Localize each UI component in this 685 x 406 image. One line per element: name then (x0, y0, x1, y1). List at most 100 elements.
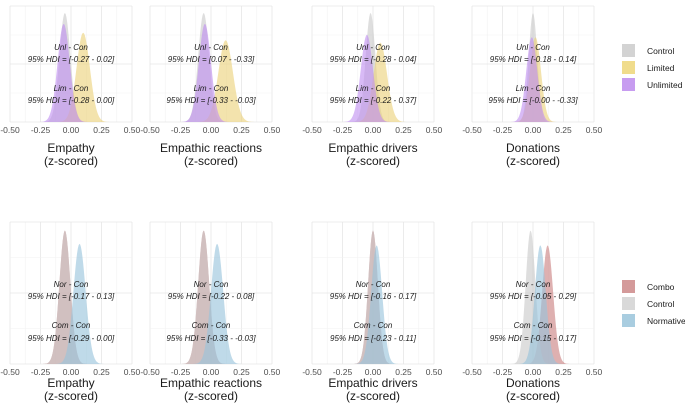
legend-entry: Control (647, 299, 675, 309)
hdi-label: 95% HDI = [-0.16 - 0.17] (330, 292, 417, 301)
contrast-label: Unl - Con (356, 43, 390, 52)
panel-1-0: -0.50 -0.25 0.00 0.25 0.50 Empathy(z-scored) N… (0, 221, 141, 403)
x-tick-label: 0.25 (93, 125, 110, 135)
hdi-label: 95% HDI = [-0.28 - 0.00] (28, 96, 115, 105)
x-axis-label-units: (z-scored) (346, 389, 400, 403)
contrast-label: Nor - Con (356, 280, 391, 289)
hdi-label: 95% HDI = [-0.00 - -0.33] (488, 96, 578, 105)
x-tick-label: -0.50 (0, 125, 20, 135)
x-axis-label: Empathic reactions (160, 141, 262, 155)
legend-0: Control Limited Unlimited (622, 44, 683, 91)
density-unlimited (312, 34, 434, 122)
x-tick-label: 0.00 (525, 367, 542, 377)
legend-entry: Control (647, 46, 675, 56)
x-tick-label: -0.50 (0, 367, 20, 377)
x-tick-label: 0.00 (63, 125, 80, 135)
x-tick-label: -0.50 (462, 367, 482, 377)
panel-0-2: -0.50 -0.25 0.00 0.25 0.50 Empathic drivers(z… (302, 5, 443, 168)
density-normative (312, 245, 434, 364)
x-tick-label: 0.00 (365, 125, 382, 135)
x-tick-label: 0.25 (233, 125, 250, 135)
x-tick-label: 0.25 (555, 367, 572, 377)
hdi-label: 95% HDI = [-0.27 - 0.02] (28, 55, 115, 64)
contrast-label: Lim - Con (54, 84, 89, 93)
x-tick-label: -0.25 (333, 125, 353, 135)
x-axis-label: Empathy (47, 376, 94, 390)
hdi-label: 95% HDI = [-0.33 - -0.03] (166, 334, 256, 343)
density-unlimited (150, 23, 272, 122)
legend-entry: Limited (647, 63, 675, 73)
contrast-label: Lim - Con (356, 84, 391, 93)
density-unlimited (472, 37, 594, 122)
x-tick-label: -0.25 (31, 125, 51, 135)
contrast-label: Com - Con (514, 321, 553, 330)
legend-1: Combo Control Normative (622, 280, 685, 327)
x-tick-label: 0.50 (124, 367, 141, 377)
panel-0-0: -0.50 -0.25 0.00 0.25 0.50 Empathy(z-scored) U… (0, 5, 141, 168)
x-tick-label: -0.25 (333, 367, 353, 377)
x-tick-label: 0.50 (426, 367, 443, 377)
contrast-label: Com - Con (354, 321, 393, 330)
x-axis-label: Empathic drivers (328, 141, 417, 155)
hdi-label: 95% HDI = [-0.05 - 0.29] (490, 292, 577, 301)
panel-1-2: -0.50 -0.25 0.00 0.25 0.50 Empathic drivers(z… (302, 221, 443, 403)
x-tick-label: 0.25 (93, 367, 110, 377)
x-axis-label: Donations (506, 141, 560, 155)
x-axis-label-units: (z-scored) (44, 154, 98, 168)
density-control (472, 230, 594, 364)
hdi-label: 95% HDI = [-0.22 - 0.08] (168, 292, 255, 301)
x-tick-label: 0.50 (586, 367, 603, 377)
x-tick-label: -0.25 (171, 367, 191, 377)
x-tick-label: 0.50 (264, 125, 281, 135)
legend-entry: Unlimited (647, 80, 683, 90)
x-tick-label: 0.25 (395, 367, 412, 377)
x-axis-label-units: (z-scored) (184, 154, 238, 168)
x-tick-label: -0.50 (302, 367, 322, 377)
density-control (10, 230, 132, 364)
x-tick-label: 0.00 (203, 367, 220, 377)
contrast-label: Unl - Con (516, 43, 550, 52)
legend-swatch (622, 314, 635, 327)
contrast-label: Com - Con (52, 321, 91, 330)
contrast-label: Nor - Con (54, 280, 89, 289)
contrast-label: Unl - Con (54, 43, 88, 52)
density-normative (472, 245, 594, 364)
legend-entry: Combo (647, 282, 675, 292)
contrast-label: Lim - Con (516, 84, 551, 93)
contrast-label: Lim - Con (194, 84, 229, 93)
x-tick-label: -0.50 (302, 125, 322, 135)
panel-0-3: -0.50 -0.25 0.00 0.25 0.50 Donations(z-scored… (462, 5, 603, 168)
x-axis-label: Donations (506, 376, 560, 390)
hdi-label: 95% HDI = [0.07 - -0.33] (168, 55, 255, 64)
density-control (10, 12, 132, 123)
x-axis-label-units: (z-scored) (506, 154, 560, 168)
x-tick-label: 0.00 (63, 367, 80, 377)
x-tick-label: 0.50 (426, 125, 443, 135)
density-normative (10, 243, 132, 364)
x-tick-label: 0.00 (365, 367, 382, 377)
legend-swatch (622, 44, 635, 57)
hdi-label: 95% HDI = [-0.22 - 0.37] (330, 96, 417, 105)
hdi-label: 95% HDI = [-0.33 - -0.03] (166, 96, 256, 105)
x-tick-label: 0.00 (203, 125, 220, 135)
panel-1-3: -0.50 -0.25 0.00 0.25 0.50 Donations(z-scored… (462, 221, 603, 403)
x-axis-label: Empathic drivers (328, 376, 417, 390)
x-tick-label: 0.25 (233, 367, 250, 377)
x-axis-label: Empathy (47, 141, 94, 155)
contrast-label: Nor - Con (194, 280, 229, 289)
density-control (312, 13, 434, 122)
legend-swatch (622, 297, 635, 310)
x-tick-label: -0.25 (493, 125, 513, 135)
x-axis-label-units: (z-scored) (346, 154, 400, 168)
x-tick-label: -0.25 (31, 367, 51, 377)
x-tick-label: -0.50 (462, 125, 482, 135)
legend-entry: Normative (647, 316, 685, 326)
x-tick-label: 0.25 (395, 125, 412, 135)
x-tick-label: -0.50 (140, 367, 160, 377)
hdi-label: 95% HDI = [-0.17 - 0.13] (28, 292, 115, 301)
hdi-label: 95% HDI = [-0.28 - 0.04] (330, 55, 417, 64)
x-tick-label: 0.50 (586, 125, 603, 135)
density-normative (150, 243, 272, 364)
contrast-label: Nor - Con (516, 280, 551, 289)
